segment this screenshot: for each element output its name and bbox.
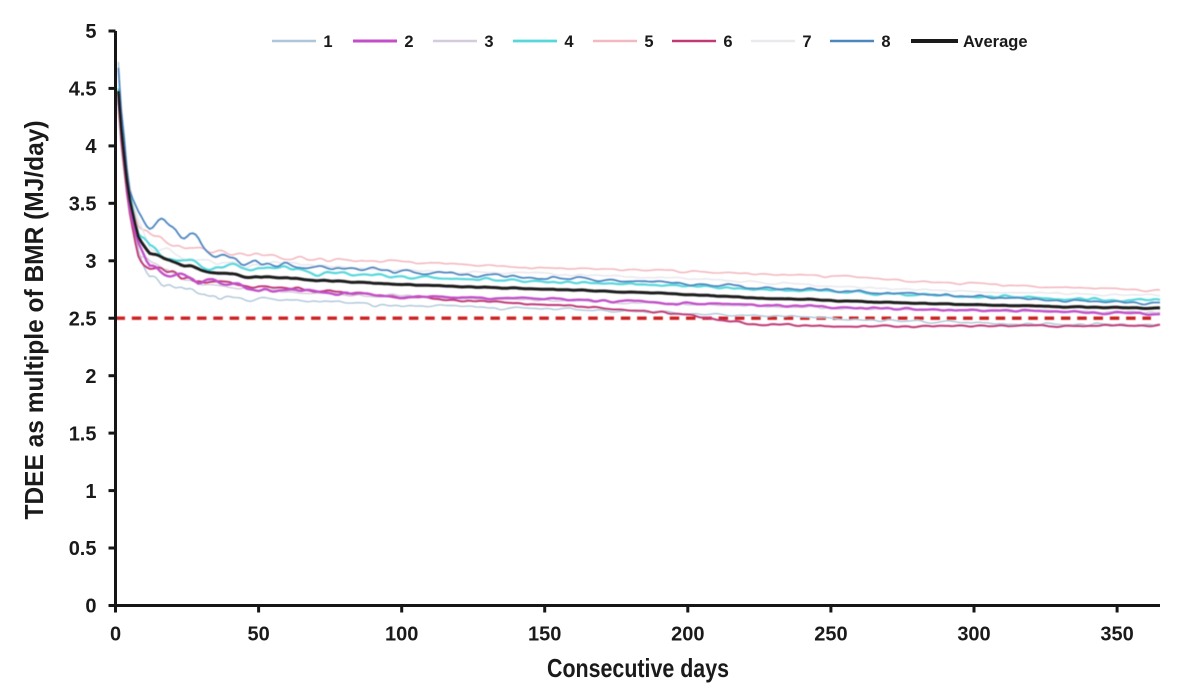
svg-text:5: 5	[644, 33, 653, 51]
svg-text:100: 100	[385, 624, 418, 646]
svg-text:0.5: 0.5	[69, 538, 97, 560]
svg-text:4: 4	[564, 33, 574, 51]
svg-text:7: 7	[802, 33, 811, 51]
svg-text:1: 1	[85, 481, 96, 503]
svg-text:350: 350	[1100, 624, 1133, 646]
svg-text:250: 250	[814, 624, 847, 646]
svg-text:Consecutive days: Consecutive days	[547, 653, 729, 683]
svg-text:2: 2	[404, 33, 413, 51]
svg-text:8: 8	[881, 33, 890, 51]
svg-text:4.5: 4.5	[69, 79, 97, 101]
svg-text:300: 300	[957, 624, 990, 646]
svg-text:2: 2	[85, 366, 96, 388]
svg-text:3.5: 3.5	[69, 194, 97, 216]
svg-text:TDEE as multiple of BMR (MJ/da: TDEE as multiple of BMR (MJ/day)	[19, 121, 49, 520]
svg-text:6: 6	[723, 33, 732, 51]
svg-text:5: 5	[85, 21, 96, 43]
svg-text:1.5: 1.5	[69, 423, 97, 445]
svg-text:2.5: 2.5	[69, 308, 97, 330]
svg-text:150: 150	[528, 624, 561, 646]
svg-text:0: 0	[110, 624, 121, 646]
svg-text:4: 4	[85, 136, 97, 158]
svg-text:1: 1	[323, 33, 332, 51]
svg-text:Average: Average	[963, 33, 1028, 51]
svg-text:0: 0	[85, 596, 96, 618]
svg-text:3: 3	[484, 33, 493, 51]
svg-text:3: 3	[85, 251, 96, 273]
svg-text:50: 50	[247, 624, 269, 646]
svg-text:200: 200	[671, 624, 704, 646]
